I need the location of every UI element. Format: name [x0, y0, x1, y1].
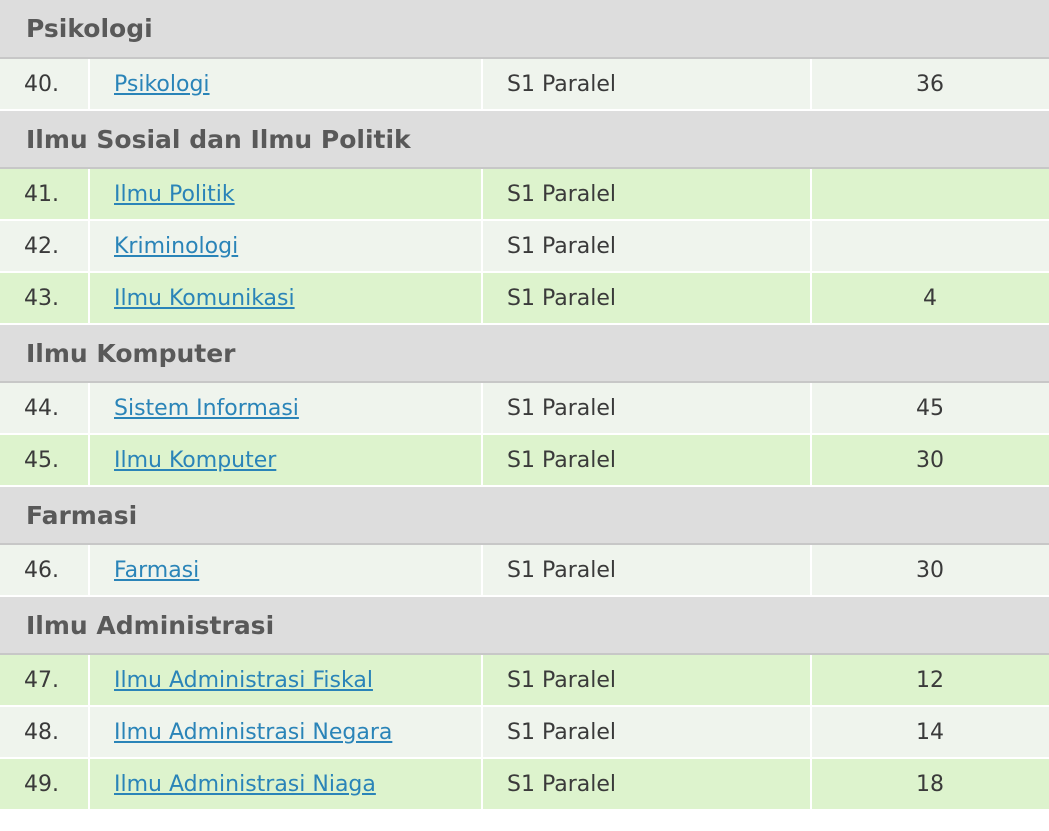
program-row: 42. Kriminologi S1 Paralel: [0, 220, 1049, 273]
program-type: S1 Paralel: [482, 758, 812, 811]
program-quota: 30: [811, 434, 1049, 487]
program-name-cell: Sistem Informasi: [89, 382, 483, 435]
program-row: 48. Ilmu Administrasi Negara S1 Paralel 14: [0, 706, 1049, 759]
program-quota: 14: [811, 706, 1049, 759]
faculty-group-title: Psikologi: [0, 0, 1049, 59]
program-type: S1 Paralel: [482, 272, 812, 325]
program-type: S1 Paralel: [482, 434, 812, 487]
program-link[interactable]: Ilmu Komputer: [114, 447, 277, 473]
faculty-group-title: Farmasi: [0, 486, 1049, 545]
program-name-cell: Ilmu Administrasi Fiskal: [89, 654, 483, 707]
program-row: 43. Ilmu Komunikasi S1 Paralel 4: [0, 272, 1049, 325]
program-type: S1 Paralel: [482, 58, 812, 111]
program-type: S1 Paralel: [482, 168, 812, 221]
program-quota: 45: [811, 382, 1049, 435]
faculty-group-header: Ilmu Administrasi: [0, 596, 1049, 655]
faculty-group-header: Psikologi: [0, 0, 1049, 59]
program-row: 49. Ilmu Administrasi Niaga S1 Paralel 18: [0, 758, 1049, 811]
program-type: S1 Paralel: [482, 544, 812, 597]
row-number: 40.: [0, 58, 90, 111]
row-number: 45.: [0, 434, 90, 487]
program-quota: [811, 220, 1049, 273]
program-link[interactable]: Kriminologi: [114, 233, 239, 259]
row-number: 42.: [0, 220, 90, 273]
program-link[interactable]: Ilmu Administrasi Negara: [114, 719, 393, 745]
program-table: Psikologi 40. Psikologi S1 Paralel 36 Ilmu So…: [0, 0, 1049, 811]
program-row: 45. Ilmu Komputer S1 Paralel 30: [0, 434, 1049, 487]
program-link[interactable]: Farmasi: [114, 557, 200, 583]
faculty-group-title: Ilmu Sosial dan Ilmu Politik: [0, 110, 1049, 169]
faculty-group-header: Ilmu Komputer: [0, 324, 1049, 383]
program-name-cell: Farmasi: [89, 544, 483, 597]
row-number: 48.: [0, 706, 90, 759]
program-quota: 12: [811, 654, 1049, 707]
program-type: S1 Paralel: [482, 382, 812, 435]
faculty-group-title: Ilmu Administrasi: [0, 596, 1049, 655]
program-name-cell: Ilmu Komputer: [89, 434, 483, 487]
program-row: 44. Sistem Informasi S1 Paralel 45: [0, 382, 1049, 435]
program-quota: 4: [811, 272, 1049, 325]
row-number: 47.: [0, 654, 90, 707]
program-row: 46. Farmasi S1 Paralel 30: [0, 544, 1049, 597]
program-type: S1 Paralel: [482, 220, 812, 273]
row-number: 46.: [0, 544, 90, 597]
program-quota: [811, 168, 1049, 221]
faculty-group-header: Farmasi: [0, 486, 1049, 545]
program-name-cell: Ilmu Politik: [89, 168, 483, 221]
program-name-cell: Ilmu Komunikasi: [89, 272, 483, 325]
program-name-cell: Ilmu Administrasi Negara: [89, 706, 483, 759]
program-link[interactable]: Ilmu Politik: [114, 181, 235, 207]
faculty-group-title: Ilmu Komputer: [0, 324, 1049, 383]
program-quota: 36: [811, 58, 1049, 111]
program-link[interactable]: Sistem Informasi: [114, 395, 299, 421]
program-link[interactable]: Ilmu Administrasi Fiskal: [114, 667, 373, 693]
program-type: S1 Paralel: [482, 706, 812, 759]
program-link[interactable]: Ilmu Administrasi Niaga: [114, 771, 376, 797]
program-table-body: Psikologi 40. Psikologi S1 Paralel 36 Ilmu So…: [0, 0, 1049, 811]
program-row: 40. Psikologi S1 Paralel 36: [0, 58, 1049, 111]
program-quota: 18: [811, 758, 1049, 811]
program-link[interactable]: Ilmu Komunikasi: [114, 285, 295, 311]
program-row: 41. Ilmu Politik S1 Paralel: [0, 168, 1049, 221]
program-name-cell: Kriminologi: [89, 220, 483, 273]
row-number: 44.: [0, 382, 90, 435]
row-number: 49.: [0, 758, 90, 811]
row-number: 41.: [0, 168, 90, 221]
program-link[interactable]: Psikologi: [114, 71, 210, 97]
program-name-cell: Psikologi: [89, 58, 483, 111]
program-row: 47. Ilmu Administrasi Fiskal S1 Paralel 12: [0, 654, 1049, 707]
faculty-group-header: Ilmu Sosial dan Ilmu Politik: [0, 110, 1049, 169]
program-name-cell: Ilmu Administrasi Niaga: [89, 758, 483, 811]
row-number: 43.: [0, 272, 90, 325]
program-type: S1 Paralel: [482, 654, 812, 707]
program-quota: 30: [811, 544, 1049, 597]
